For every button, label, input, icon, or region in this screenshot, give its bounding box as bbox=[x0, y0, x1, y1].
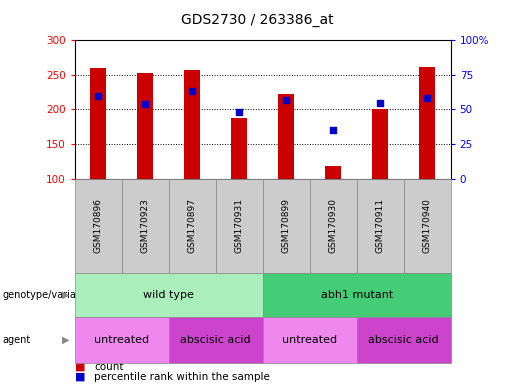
Text: abh1 mutant: abh1 mutant bbox=[320, 290, 393, 300]
Text: abscisic acid: abscisic acid bbox=[180, 335, 251, 345]
Text: abscisic acid: abscisic acid bbox=[368, 335, 439, 345]
Text: ■: ■ bbox=[75, 362, 85, 372]
Point bbox=[376, 99, 384, 106]
Text: GSM170911: GSM170911 bbox=[375, 198, 385, 253]
Text: genotype/variation: genotype/variation bbox=[3, 290, 95, 300]
Text: GSM170923: GSM170923 bbox=[141, 198, 150, 253]
Bar bbox=[184, 70, 200, 179]
Text: ▶: ▶ bbox=[62, 335, 70, 345]
Text: GSM170896: GSM170896 bbox=[94, 198, 102, 253]
Text: agent: agent bbox=[3, 335, 31, 345]
Bar bbox=[90, 68, 107, 179]
Point bbox=[141, 101, 149, 107]
Bar bbox=[231, 118, 247, 179]
Text: untreated: untreated bbox=[282, 335, 337, 345]
Bar bbox=[419, 66, 435, 179]
Text: GDS2730 / 263386_at: GDS2730 / 263386_at bbox=[181, 13, 334, 27]
Bar bbox=[372, 109, 388, 179]
Point bbox=[329, 127, 337, 133]
Text: untreated: untreated bbox=[94, 335, 149, 345]
Point bbox=[235, 108, 243, 114]
Point bbox=[94, 93, 102, 99]
Text: GSM170940: GSM170940 bbox=[423, 198, 432, 253]
Text: wild type: wild type bbox=[143, 290, 194, 300]
Text: GSM170897: GSM170897 bbox=[187, 198, 197, 253]
Bar bbox=[278, 94, 295, 179]
Bar bbox=[325, 166, 341, 179]
Text: GSM170931: GSM170931 bbox=[235, 198, 244, 253]
Text: ■: ■ bbox=[75, 372, 85, 382]
Point bbox=[423, 95, 431, 101]
Text: percentile rank within the sample: percentile rank within the sample bbox=[94, 372, 270, 382]
Point bbox=[282, 98, 290, 104]
Text: ▶: ▶ bbox=[62, 290, 70, 300]
Text: count: count bbox=[94, 362, 124, 372]
Text: GSM170930: GSM170930 bbox=[329, 198, 338, 253]
Point bbox=[188, 88, 196, 94]
Bar bbox=[137, 73, 153, 179]
Text: GSM170899: GSM170899 bbox=[282, 198, 290, 253]
